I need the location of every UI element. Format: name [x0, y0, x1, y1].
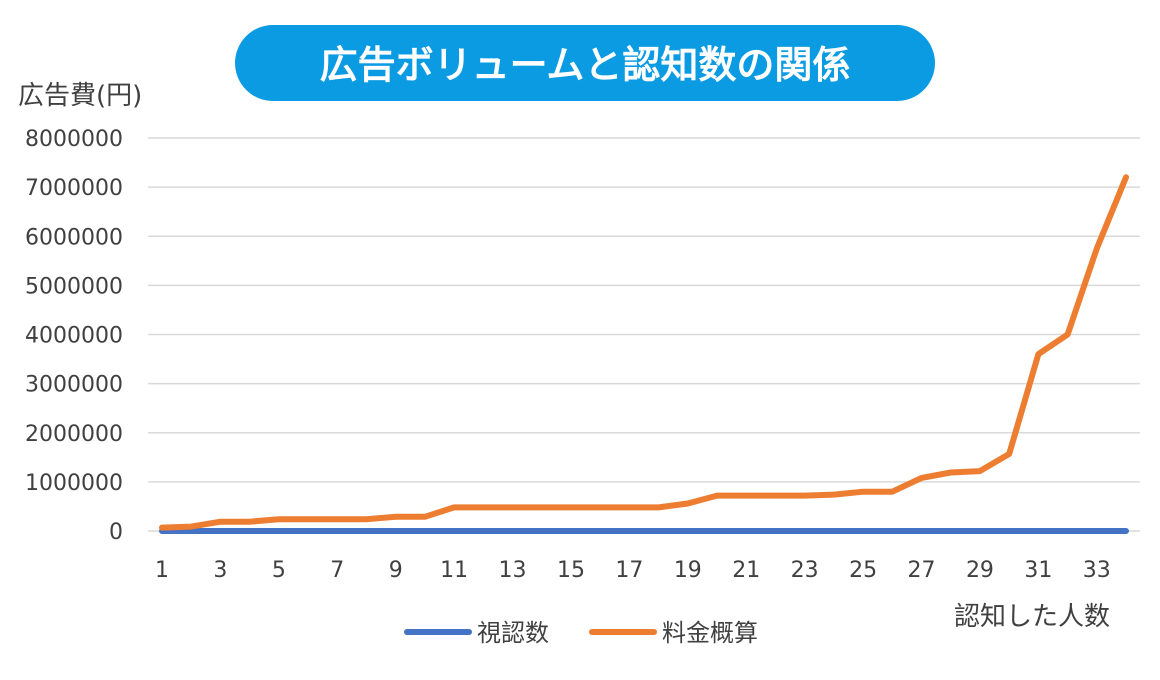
x-axis-title: 認知した人数: [954, 602, 1110, 632]
y-tick-label: 1000000: [25, 471, 123, 496]
y-axis-title: 広告費(円): [18, 81, 142, 111]
x-tick-label: 19: [674, 558, 702, 583]
series-line-2: [159, 174, 1129, 531]
gridlines: [148, 137, 1140, 532]
y-tick-labels: 0 1000000 2000000 3000000 4000000 5000000 6000…: [25, 127, 123, 545]
x-tick-label: 17: [615, 558, 643, 583]
y-tick-label: 7000000: [25, 176, 123, 201]
y-tick-label: 5000000: [25, 274, 123, 299]
x-tick-label: 11: [440, 558, 468, 583]
y-tick-label: 3000000: [25, 373, 123, 398]
x-tick-label: 5: [272, 558, 286, 583]
y-tick-label: 4000000: [25, 324, 123, 349]
x-tick-label: 27: [908, 558, 936, 583]
legend-label: 視認数: [477, 619, 549, 647]
legend-label: 料金概算: [662, 619, 758, 647]
x-tick-label: 7: [330, 558, 344, 583]
x-tick-label: 21: [732, 558, 760, 583]
chart-title-badge: [235, 25, 935, 101]
x-tick-label: 23: [791, 558, 819, 583]
x-tick-label: 9: [389, 558, 403, 583]
series-lines: [159, 174, 1129, 534]
chart-title: 広告ボリュームと認知数の関係: [320, 43, 851, 87]
x-tick-label: 31: [1024, 558, 1052, 583]
x-tick-label: 33: [1083, 558, 1111, 583]
y-tick-label: 0: [109, 520, 123, 545]
y-tick-label: 6000000: [25, 225, 123, 250]
x-tick-labels: 1 3 5 7 9 11 13 15 17 19 21 23 25 27 29 31 33: [155, 558, 1111, 583]
y-tick-label: 8000000: [25, 127, 123, 152]
y-tick-label: 2000000: [25, 422, 123, 447]
legend: 視認数 料金概算: [404, 619, 758, 647]
x-tick-label: 1: [155, 558, 169, 583]
x-tick-label: 15: [557, 558, 585, 583]
x-tick-label: 3: [213, 558, 227, 583]
x-tick-label: 25: [849, 558, 877, 583]
x-tick-label: 29: [966, 558, 994, 583]
x-tick-label: 13: [499, 558, 527, 583]
